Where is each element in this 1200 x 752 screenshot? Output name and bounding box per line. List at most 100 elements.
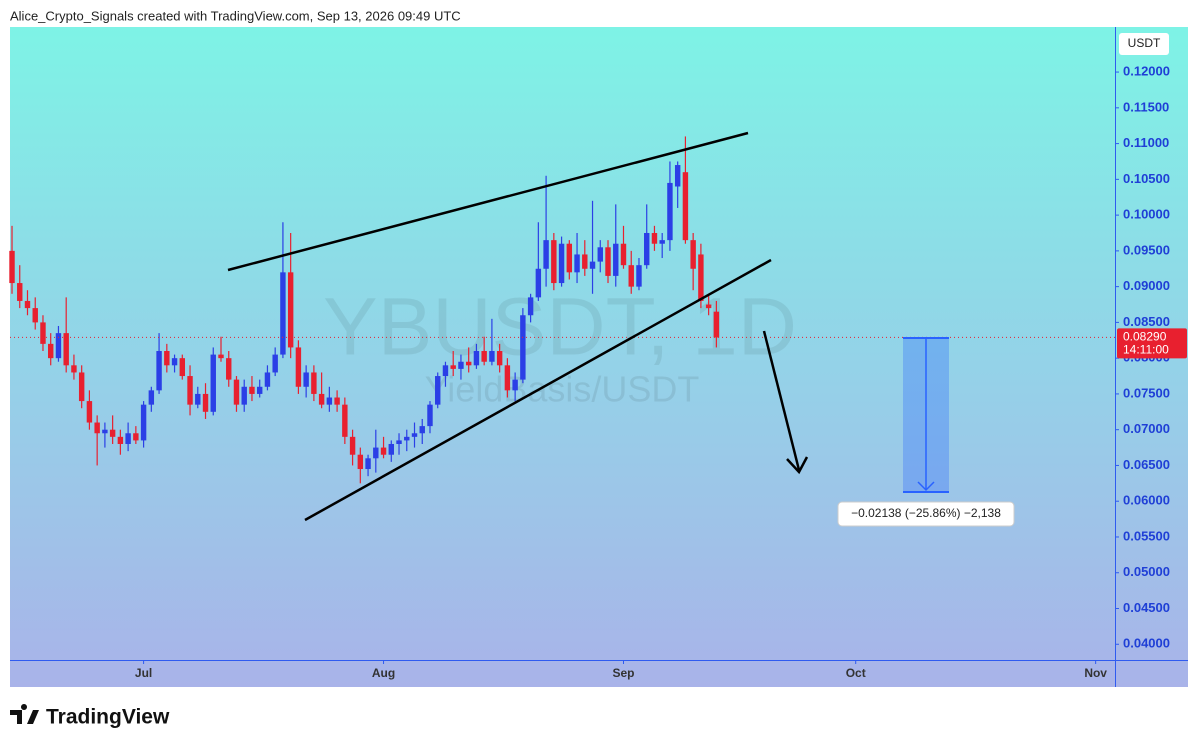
- candle-body: [94, 422, 100, 434]
- currency: USDT: [1128, 36, 1161, 50]
- candle-body: [342, 404, 348, 437]
- candle-body: [651, 232, 658, 244]
- candle-body: [659, 240, 665, 244]
- y-tick-label: 0.06000: [1123, 493, 1170, 508]
- countdown: 14:11:00: [1123, 343, 1169, 357]
- y-tick-label: 0.05000: [1123, 564, 1170, 579]
- candle-body: [520, 315, 526, 380]
- y-tick-label: 0.11000: [1123, 135, 1169, 150]
- candle-body: [388, 443, 394, 455]
- candle-body: [489, 351, 495, 362]
- candle-body: [187, 376, 193, 405]
- candle-body: [140, 404, 147, 441]
- trend-line: [304, 258, 772, 522]
- arrow-head: [786, 456, 809, 475]
- candle-body: [566, 243, 573, 273]
- candle-body: [295, 347, 302, 387]
- candle-body: [17, 283, 23, 301]
- candle-body: [78, 372, 85, 402]
- candle-body: [241, 386, 247, 405]
- candle-body: [24, 300, 31, 309]
- candle-body: [195, 393, 201, 405]
- candle-body: [171, 358, 178, 366]
- candle-body: [272, 354, 278, 373]
- candle-body: [218, 354, 224, 359]
- candle-body: [404, 436, 410, 441]
- candle-body: [558, 243, 565, 284]
- y-tick-label: 0.10500: [1123, 171, 1170, 186]
- y-tick-label: 0.07000: [1123, 421, 1170, 436]
- candle-body: [644, 232, 650, 266]
- x-tick-label: Nov: [1084, 666, 1107, 680]
- candle-body: [690, 240, 696, 269]
- candle-body: [512, 379, 518, 391]
- measure-label: −0.02138 (−25.86%) −2,138: [851, 506, 1001, 520]
- candle-body: [133, 433, 139, 441]
- candle-body: [349, 436, 356, 455]
- y-tick-label: 0.11500: [1123, 99, 1169, 114]
- candle-body: [318, 393, 325, 405]
- candle-body: [373, 447, 379, 459]
- candle-body: [264, 372, 271, 387]
- candle-body: [674, 165, 681, 187]
- candle-body: [32, 308, 38, 323]
- y-tick-label: 0.04500: [1123, 600, 1170, 615]
- candle-body: [303, 372, 309, 387]
- watermark-name: YieldBasis/USDT: [425, 369, 700, 410]
- measure-arrow-head: [917, 481, 935, 492]
- y-tick-label: 0.09000: [1123, 278, 1170, 293]
- measure-label-box: [837, 501, 1015, 527]
- candle-body: [256, 386, 263, 394]
- candle-body: [589, 261, 596, 269]
- x-tick-label: Aug: [372, 666, 395, 680]
- header: Alice_Crypto_Signals created with Tradin…: [10, 8, 461, 23]
- candle-body: [582, 254, 588, 269]
- candle-body: [636, 265, 642, 287]
- candle-body: [574, 254, 580, 273]
- candle-body: [551, 240, 557, 284]
- candle-body: [427, 404, 433, 427]
- trend-line: [227, 131, 749, 272]
- candle-body: [156, 351, 162, 391]
- candle-body: [357, 454, 364, 470]
- candle-body: [713, 311, 720, 338]
- candle-body: [613, 243, 619, 276]
- candle-body: [55, 333, 62, 359]
- candle-body: [210, 354, 216, 412]
- candle-body: [280, 272, 286, 355]
- candle-body: [481, 351, 487, 362]
- candle-body: [496, 351, 503, 366]
- candle-body: [164, 351, 170, 366]
- candle-body: [628, 265, 634, 287]
- candle-body: [71, 365, 77, 373]
- last-price-label: 0.08290: [1123, 330, 1167, 344]
- candle-body: [698, 254, 704, 301]
- candle-body: [419, 426, 425, 434]
- candle-body: [117, 436, 124, 444]
- last-price-box: [1117, 328, 1187, 359]
- candle-body: [396, 440, 402, 444]
- x-tick-label: Oct: [846, 666, 866, 680]
- candle-body: [605, 247, 611, 276]
- candle-body: [334, 397, 340, 405]
- x-tick-label: Jul: [135, 666, 152, 680]
- candle-body: [226, 358, 232, 380]
- candle-body: [249, 386, 255, 394]
- candle-body: [435, 376, 441, 405]
- candle-body: [527, 297, 534, 316]
- candle-body: [202, 393, 209, 412]
- plot: YBUSDT, 1D YieldBasis/USDT: [9, 136, 1115, 484]
- candle-body: [40, 322, 46, 344]
- y-tick-label: 0.09500: [1123, 242, 1170, 257]
- watermark-symbol: YBUSDT, 1D: [323, 282, 797, 373]
- currency-box: [1119, 33, 1169, 55]
- y-tick-label: 0.06500: [1123, 457, 1170, 472]
- candle-body: [287, 272, 294, 348]
- candle-body: [102, 429, 108, 434]
- candle-body: [465, 361, 472, 366]
- x-tick-label: Sep: [612, 666, 634, 680]
- candle-body: [311, 372, 317, 394]
- candle-body: [411, 433, 418, 437]
- candle-body: [326, 397, 333, 405]
